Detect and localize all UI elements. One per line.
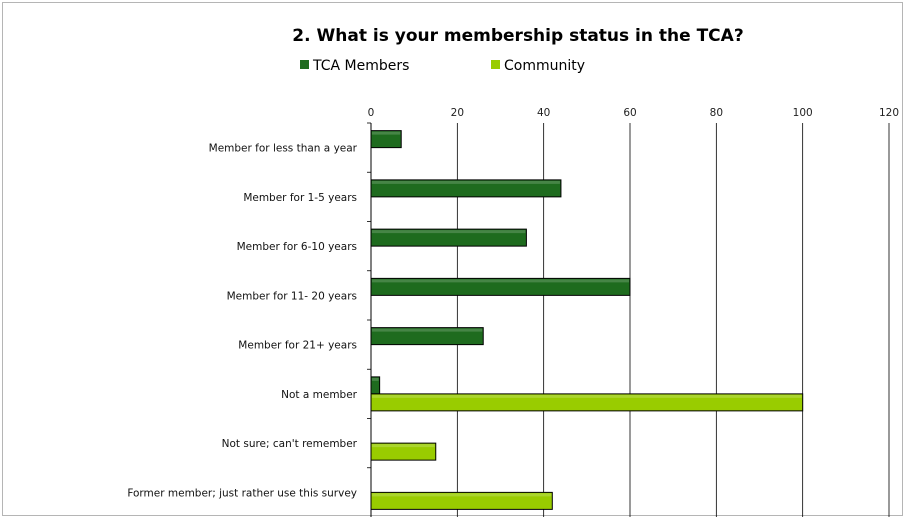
x-tick-label: 20: [451, 107, 464, 119]
x-tick-label: 120: [879, 107, 899, 119]
legend-swatch-tca-members: [300, 60, 309, 69]
bar-highlight: [372, 131, 401, 135]
x-tick-label: 60: [623, 107, 636, 119]
bar-highlight: [372, 230, 526, 234]
legend-label-tca-members: TCA Members: [312, 58, 409, 74]
bar-highlight: [372, 279, 629, 283]
category-label: Member for 1-5 years: [243, 192, 357, 204]
bars: [370, 130, 804, 510]
bar-highlight: [372, 394, 802, 398]
category-label: Former member; just rather use this surv…: [127, 487, 357, 499]
bar-highlight: [372, 444, 435, 448]
x-tick-label: 100: [793, 107, 813, 119]
bar-chart: 2. What is your membership status in the…: [127, 26, 899, 517]
category-label: Member for 11- 20 years: [227, 290, 357, 302]
bar-highlight: [372, 328, 483, 332]
x-tick-label: 0: [368, 107, 375, 119]
bar-highlight: [372, 493, 552, 497]
category-label: Not a member: [281, 389, 358, 401]
chart-title: 2. What is your membership status in the…: [292, 26, 743, 46]
category-label: Member for 6-10 years: [237, 241, 357, 253]
bar-highlight: [372, 180, 560, 184]
legend-label-community: Community: [504, 58, 585, 74]
x-tick-label: 80: [710, 107, 723, 119]
category-label: Not sure; can't remember: [222, 438, 358, 450]
category-label: Member for less than a year: [209, 143, 358, 155]
legend: TCA Members Community: [300, 58, 585, 74]
x-axis-ticks: 0 20 40 60 80 100 120: [368, 107, 899, 119]
legend-swatch-community: [491, 60, 500, 69]
category-labels: Member for less than a year Member for 1-…: [127, 122, 371, 499]
bar-highlight: [372, 377, 379, 381]
x-tick-label: 40: [537, 107, 550, 119]
category-label: Member for 21+ years: [238, 340, 357, 352]
